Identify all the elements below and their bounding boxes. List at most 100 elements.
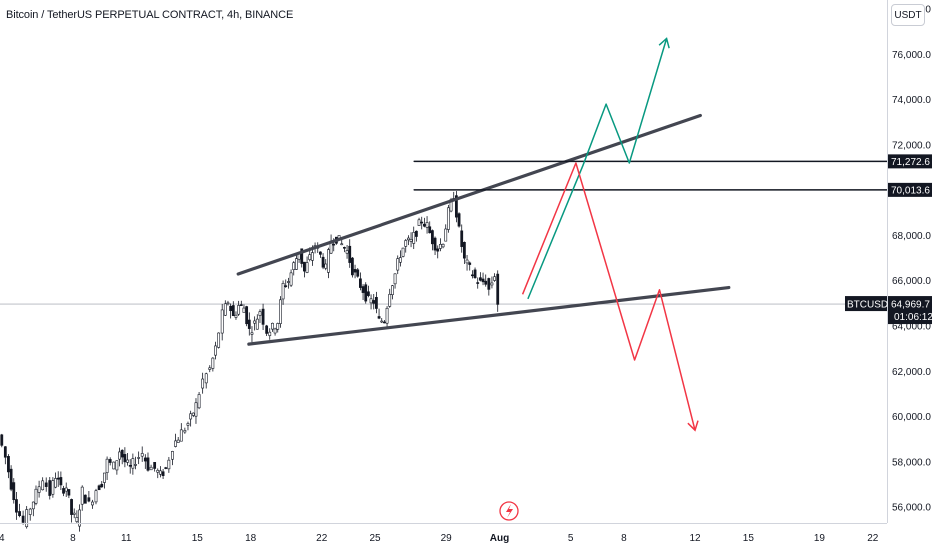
candle (197, 391, 201, 410)
candle-body (441, 243, 445, 248)
candle (422, 217, 426, 228)
candle-body (468, 262, 472, 265)
candle-body (226, 302, 230, 305)
candle (436, 245, 440, 259)
candle (161, 468, 165, 480)
candle-body (414, 230, 418, 237)
time-tick-label: Aug (490, 533, 509, 544)
candle-body (476, 282, 480, 284)
candle (186, 421, 190, 431)
candle-body (420, 221, 424, 224)
candle (430, 229, 434, 251)
candle-body (385, 307, 389, 324)
candle (343, 246, 346, 253)
candle (462, 241, 466, 264)
events-icon[interactable] (499, 501, 519, 521)
candle-body (94, 490, 98, 503)
candle (287, 277, 290, 289)
candle-body (161, 471, 165, 476)
candle-body (231, 305, 235, 316)
time-axis[interactable]: 4 8 11 15 18 22 25 29 Aug 5 8 12 15 19 22 (0, 523, 887, 545)
candle (217, 332, 221, 349)
candle-body (308, 254, 312, 260)
candle-body (87, 497, 91, 502)
candle (140, 446, 144, 462)
candle (153, 462, 157, 472)
candle (374, 291, 378, 314)
candle-body (126, 459, 129, 463)
candle-body (409, 239, 413, 242)
candle (271, 322, 274, 332)
candle (100, 481, 104, 488)
candle (457, 212, 461, 228)
candle (62, 485, 65, 497)
candle (211, 357, 215, 372)
candle (159, 466, 162, 478)
candle-body (159, 470, 162, 475)
bearish-path-arrowhead (687, 420, 699, 432)
candle-body (353, 269, 357, 273)
candle-body (250, 332, 254, 335)
candle-body (351, 257, 354, 276)
price-axis[interactable]: 56,000.0 58,000.0 60,000.0 62,000.0 64,000.0… (887, 0, 932, 523)
candle (297, 253, 301, 263)
candle (21, 510, 25, 525)
candle (412, 226, 416, 250)
candle-body (430, 230, 434, 245)
candle-body (396, 258, 400, 271)
candle (131, 453, 135, 475)
candle (59, 471, 63, 491)
candle-body (436, 248, 440, 252)
unit-selector-button[interactable]: USDT (891, 4, 925, 26)
time-tick-label: 22 (867, 533, 879, 544)
candle-body (123, 454, 127, 463)
price-tick-label: 74,000.0 (892, 95, 931, 106)
candle (348, 239, 352, 268)
price-tick-label: 56,000.0 (892, 503, 931, 514)
candle (305, 256, 309, 274)
candle (75, 510, 79, 524)
candle (37, 480, 41, 498)
price-level-tag (888, 182, 932, 197)
candle-body (332, 243, 336, 246)
candle-body (78, 509, 81, 527)
candle-body (18, 511, 21, 517)
candle-body (128, 464, 132, 467)
candle (112, 461, 116, 470)
candle-body (490, 282, 494, 286)
bar-countdown: 01:06:12 (894, 312, 932, 323)
candle-body (417, 219, 421, 226)
candle (303, 261, 306, 278)
candle (0, 433, 4, 448)
candle (261, 303, 265, 331)
candle (353, 264, 357, 279)
candle-body (390, 285, 394, 295)
candle (64, 482, 68, 497)
price-level-value: 71,272.6 (891, 157, 930, 168)
candle (496, 270, 500, 312)
candle (94, 488, 98, 505)
candle (358, 272, 362, 291)
candle (470, 270, 474, 279)
bullish-path-arrowhead (658, 37, 670, 49)
candle (201, 372, 205, 394)
candle-body (143, 457, 147, 462)
candle-body (229, 305, 233, 312)
candle (15, 492, 18, 520)
candle-body (406, 237, 410, 241)
candle-body (189, 413, 193, 420)
candle-body (487, 278, 491, 290)
time-tick-label: 12 (689, 533, 701, 544)
candle-body (97, 485, 101, 491)
price-tick-label: 72,000.0 (892, 140, 931, 151)
candle-body (211, 357, 215, 369)
time-tick-label: 8 (70, 533, 76, 544)
candle (146, 452, 150, 472)
candle-body (83, 494, 87, 504)
candle-body (444, 228, 448, 242)
candle-body (295, 258, 298, 270)
candle (67, 489, 71, 499)
candle (319, 251, 322, 258)
candle-body (72, 512, 76, 515)
